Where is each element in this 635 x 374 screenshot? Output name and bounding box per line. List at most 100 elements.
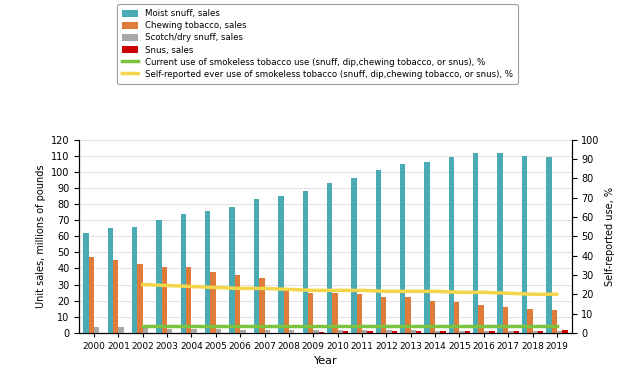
Bar xyxy=(205,211,210,333)
Current use of smokeless tobacco use (snuff, dip,chewing tobacco, or snus), % xyxy=(187,324,195,328)
Bar xyxy=(289,329,294,333)
Bar xyxy=(216,329,221,333)
Bar xyxy=(186,267,191,333)
Bar xyxy=(362,331,367,333)
Bar xyxy=(351,178,357,333)
Bar xyxy=(319,332,324,333)
Bar xyxy=(552,310,557,333)
Y-axis label: Self-reported use, %: Self-reported use, % xyxy=(605,187,615,286)
Current use of smokeless tobacco use (snuff, dip,chewing tobacco, or snus), % xyxy=(309,324,317,328)
Bar xyxy=(108,228,113,333)
Bar xyxy=(376,170,381,333)
Self-reported ever use of smokeless tobacco (snuff, dip,chewing tobacco, or snus), % xyxy=(212,285,220,290)
Bar xyxy=(557,331,562,333)
Bar xyxy=(424,162,430,333)
Bar xyxy=(302,191,308,333)
Bar xyxy=(465,331,470,333)
Self-reported ever use of smokeless tobacco (snuff, dip,chewing tobacco, or snus), % xyxy=(163,283,171,288)
Bar xyxy=(240,329,246,333)
Current use of smokeless tobacco use (snuff, dip,chewing tobacco, or snus), % xyxy=(236,324,244,328)
Bar xyxy=(508,331,514,333)
Bar xyxy=(284,288,289,333)
Bar xyxy=(473,153,478,333)
Current use of smokeless tobacco use (snuff, dip,chewing tobacco, or snus), % xyxy=(285,324,293,328)
Bar xyxy=(338,331,343,333)
Self-reported ever use of smokeless tobacco (snuff, dip,chewing tobacco, or snus), % xyxy=(431,289,439,294)
Bar xyxy=(254,199,259,333)
Bar xyxy=(137,264,143,333)
Bar xyxy=(327,183,332,333)
Bar xyxy=(162,267,167,333)
Bar xyxy=(411,331,416,333)
Bar xyxy=(313,329,319,333)
Current use of smokeless tobacco use (snuff, dip,chewing tobacco, or snus), % xyxy=(407,324,415,328)
Self-reported ever use of smokeless tobacco (snuff, dip,chewing tobacco, or snus), % xyxy=(504,291,512,295)
Bar xyxy=(416,331,422,333)
Bar xyxy=(259,278,265,333)
Bar xyxy=(538,331,543,333)
Bar xyxy=(430,301,435,333)
Self-reported ever use of smokeless tobacco (snuff, dip,chewing tobacco, or snus), % xyxy=(139,282,147,287)
Bar xyxy=(229,207,235,333)
X-axis label: Year: Year xyxy=(314,356,337,367)
Bar xyxy=(546,157,552,333)
Self-reported ever use of smokeless tobacco (snuff, dip,chewing tobacco, or snus), % xyxy=(261,286,269,291)
Bar xyxy=(181,214,186,333)
Bar xyxy=(357,294,362,333)
Bar xyxy=(132,227,137,333)
Bar xyxy=(533,331,538,333)
Self-reported ever use of smokeless tobacco (snuff, dip,chewing tobacco, or snus), % xyxy=(529,292,537,297)
Bar xyxy=(381,297,386,333)
Current use of smokeless tobacco use (snuff, dip,chewing tobacco, or snus), % xyxy=(382,324,390,328)
Bar xyxy=(503,307,508,333)
Bar xyxy=(497,153,503,333)
Bar xyxy=(210,272,216,333)
Current use of smokeless tobacco use (snuff, dip,chewing tobacco, or snus), % xyxy=(504,324,512,328)
Legend: Moist snuff, sales, Chewing tobacco, sales, Scotch/dry snuff, sales, Snus, sales: Moist snuff, sales, Chewing tobacco, sal… xyxy=(117,4,518,84)
Current use of smokeless tobacco use (snuff, dip,chewing tobacco, or snus), % xyxy=(212,324,220,328)
Self-reported ever use of smokeless tobacco (snuff, dip,chewing tobacco, or snus), % xyxy=(456,290,464,295)
Self-reported ever use of smokeless tobacco (snuff, dip,chewing tobacco, or snus), % xyxy=(285,287,293,292)
Current use of smokeless tobacco use (snuff, dip,chewing tobacco, or snus), % xyxy=(480,324,488,328)
Current use of smokeless tobacco use (snuff, dip,chewing tobacco, or snus), % xyxy=(261,324,269,328)
Bar xyxy=(308,292,313,333)
Self-reported ever use of smokeless tobacco (snuff, dip,chewing tobacco, or snus), % xyxy=(334,288,342,292)
Bar xyxy=(386,331,392,333)
Current use of smokeless tobacco use (snuff, dip,chewing tobacco, or snus), % xyxy=(334,324,342,328)
Bar xyxy=(235,275,240,333)
Bar xyxy=(113,260,118,333)
Bar xyxy=(562,331,568,333)
Current use of smokeless tobacco use (snuff, dip,chewing tobacco, or snus), % xyxy=(139,324,147,328)
Line: Self-reported ever use of smokeless tobacco (snuff, dip,chewing tobacco, or snus), %: Self-reported ever use of smokeless toba… xyxy=(143,285,557,294)
Self-reported ever use of smokeless tobacco (snuff, dip,chewing tobacco, or snus), % xyxy=(480,290,488,295)
Self-reported ever use of smokeless tobacco (snuff, dip,chewing tobacco, or snus), % xyxy=(236,286,244,291)
Self-reported ever use of smokeless tobacco (snuff, dip,chewing tobacco, or snus), % xyxy=(553,292,561,297)
Bar xyxy=(278,196,284,333)
Bar xyxy=(265,329,270,333)
Bar xyxy=(143,328,148,333)
Self-reported ever use of smokeless tobacco (snuff, dip,chewing tobacco, or snus), % xyxy=(382,289,390,294)
Bar xyxy=(156,220,162,333)
Bar xyxy=(94,327,99,333)
Bar xyxy=(454,302,460,333)
Current use of smokeless tobacco use (snuff, dip,chewing tobacco, or snus), % xyxy=(553,324,561,328)
Current use of smokeless tobacco use (snuff, dip,chewing tobacco, or snus), % xyxy=(529,324,537,328)
Bar xyxy=(441,331,446,333)
Bar xyxy=(89,257,94,333)
Bar xyxy=(332,292,338,333)
Y-axis label: Unit sales, millions of pounds: Unit sales, millions of pounds xyxy=(36,165,46,308)
Bar xyxy=(460,331,465,333)
Bar xyxy=(343,331,349,333)
Bar xyxy=(405,297,411,333)
Bar xyxy=(522,156,527,333)
Bar xyxy=(514,331,519,333)
Bar xyxy=(83,233,89,333)
Bar xyxy=(367,331,373,333)
Bar xyxy=(392,331,397,333)
Bar xyxy=(191,329,197,333)
Current use of smokeless tobacco use (snuff, dip,chewing tobacco, or snus), % xyxy=(358,324,366,328)
Bar xyxy=(484,331,489,333)
Bar xyxy=(489,331,495,333)
Self-reported ever use of smokeless tobacco (snuff, dip,chewing tobacco, or snus), % xyxy=(187,284,195,289)
Self-reported ever use of smokeless tobacco (snuff, dip,chewing tobacco, or snus), % xyxy=(309,288,317,292)
